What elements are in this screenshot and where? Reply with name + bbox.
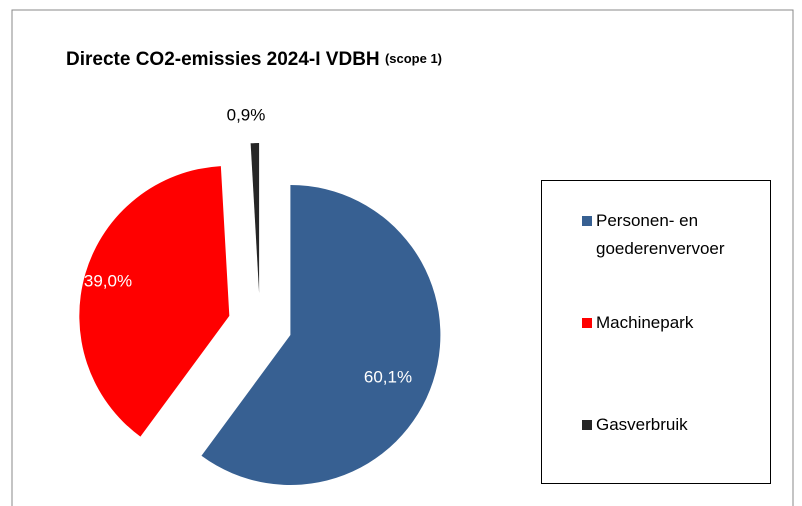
pie-slice	[250, 143, 260, 294]
legend-label: Gasverbruik	[596, 415, 688, 434]
data-label: 60,1%	[364, 367, 412, 386]
data-label: 39,0%	[84, 271, 132, 290]
pie-slice	[201, 184, 441, 485]
pie-slice	[79, 166, 230, 437]
legend: Personen- en goederenvervoer Machinepark G…	[541, 180, 771, 484]
legend-item: Machinepark	[582, 309, 776, 337]
legend-item: Personen- en goederenvervoer	[582, 207, 776, 263]
subtitle: (scope 1)	[385, 51, 442, 66]
chart-title: Directe CO2-emissies 2024-I VDBH (scope …	[66, 49, 442, 70]
title: Directe CO2-emissies 2024-I VDBH	[66, 49, 380, 70]
legend-swatch	[582, 318, 592, 328]
legend-swatch	[582, 420, 592, 430]
legend-label: Machinepark	[596, 313, 694, 332]
legend-item: Gasverbruik	[582, 411, 776, 439]
data-label: 0,9%	[227, 105, 266, 124]
legend-label: Personen- en goederenvervoer	[596, 211, 725, 258]
chart-frame	[11, 9, 794, 506]
legend-swatch	[582, 216, 592, 226]
